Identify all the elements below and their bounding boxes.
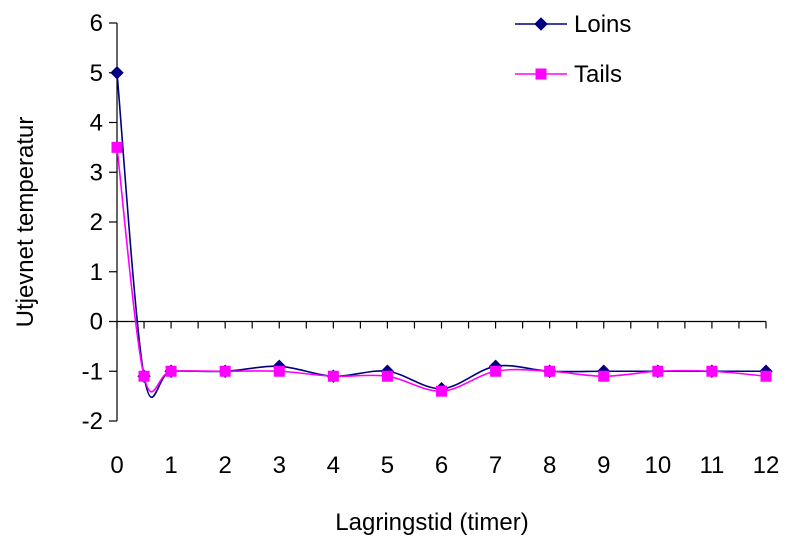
data-point-tails — [490, 365, 502, 377]
data-point-tails — [706, 365, 718, 377]
x-tick-label: 4 — [327, 452, 340, 479]
series-line-loins — [116, 72, 766, 398]
legend-label-tails: Tails — [574, 61, 622, 88]
y-tick-label: 2 — [90, 209, 103, 236]
series-tails — [111, 141, 772, 397]
legend-marker-loins — [534, 17, 548, 31]
data-point-tails — [219, 365, 231, 377]
y-tick-label: -1 — [82, 358, 103, 385]
data-point-tails — [273, 365, 285, 377]
series-line-tails — [116, 147, 767, 393]
x-tick-label: 1 — [164, 452, 177, 479]
x-tick-label: 2 — [218, 452, 231, 479]
data-point-tails — [327, 370, 339, 382]
data-point-loins — [110, 66, 124, 80]
y-tick-label: 0 — [90, 309, 103, 336]
data-point-tails — [436, 385, 447, 397]
legend: Loins Tails — [515, 11, 631, 88]
y-tick-label: 3 — [90, 159, 103, 186]
data-point-tails — [165, 365, 177, 377]
y-tick-label: 6 — [90, 10, 103, 37]
x-axis-title: Lagringstid (timer) — [335, 509, 528, 536]
data-point-tails — [138, 370, 150, 382]
y-axis-title: Utjevnet temperatur — [12, 117, 39, 328]
data-point-tails — [652, 365, 664, 377]
x-tick-label: 7 — [489, 452, 502, 479]
x-tick-label: 9 — [597, 452, 610, 479]
data-point-tails — [760, 370, 772, 382]
y-tick-label: 5 — [90, 60, 103, 87]
data-point-tails — [111, 141, 123, 153]
series-loins — [110, 66, 773, 398]
legend-marker-tails — [535, 68, 547, 80]
data-point-tails — [598, 370, 610, 382]
data-point-tails — [544, 365, 556, 377]
x-tick-label: 8 — [543, 452, 556, 479]
x-tick-label: 3 — [273, 452, 286, 479]
x-tick-label: 11 — [699, 452, 724, 479]
x-tick-label: 0 — [110, 452, 123, 479]
y-tick-label: 1 — [90, 259, 103, 286]
data-point-tails — [381, 370, 393, 382]
plot-series — [110, 66, 773, 398]
legend-label-loins: Loins — [574, 11, 631, 38]
y-tick-label: 4 — [90, 110, 103, 137]
x-tick-label: 10 — [644, 452, 671, 479]
y-tick-label: -2 — [82, 408, 103, 435]
x-tick-label: 12 — [753, 452, 780, 479]
x-tick-label: 5 — [381, 452, 394, 479]
x-tick-label: 6 — [435, 452, 448, 479]
